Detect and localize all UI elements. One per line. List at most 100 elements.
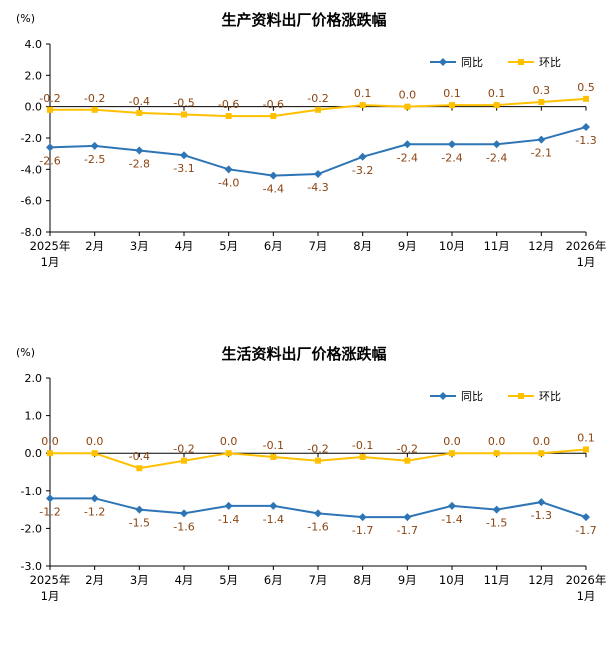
y-axis-tick-labels: 4.0 2.0 0.0 -2.0 -4.0 -6.0 -8.0 bbox=[21, 38, 42, 239]
svg-text:0.1: 0.1 bbox=[443, 87, 461, 100]
svg-text:-4.0: -4.0 bbox=[218, 176, 239, 189]
svg-text:2025年: 2025年 bbox=[30, 239, 71, 253]
huanbi-marker bbox=[225, 113, 232, 120]
svg-text:0.5: 0.5 bbox=[577, 81, 595, 94]
tongbi-marker bbox=[46, 494, 54, 503]
svg-text:-0.1: -0.1 bbox=[263, 439, 284, 452]
huanbi-marker bbox=[359, 102, 366, 109]
huanbi-marker bbox=[136, 465, 143, 472]
x-axis-tick-labels: 2025年 1月 2月 3月 4月 5月 6月 7月 8月 9月 10月 11月 12月 2026年 1月 bbox=[30, 573, 607, 603]
svg-text:-1.7: -1.7 bbox=[575, 524, 596, 537]
tongbi-marker bbox=[314, 509, 322, 518]
svg-text:8月: 8月 bbox=[353, 239, 372, 253]
svg-text:-0.2: -0.2 bbox=[397, 443, 418, 456]
svg-text:6月: 6月 bbox=[264, 573, 283, 587]
svg-text:2025年: 2025年 bbox=[30, 573, 71, 587]
tongbi-marker bbox=[135, 146, 144, 155]
tongbi-marker bbox=[582, 123, 590, 132]
svg-text:2026年: 2026年 bbox=[566, 573, 607, 587]
svg-text:-1.4: -1.4 bbox=[218, 513, 239, 526]
svg-text:-0.6: -0.6 bbox=[218, 98, 239, 111]
tongbi-marker bbox=[224, 165, 233, 174]
svg-text:环比: 环比 bbox=[539, 390, 561, 403]
huanbi-marker bbox=[136, 109, 143, 116]
svg-text:-1.4: -1.4 bbox=[263, 513, 284, 526]
svg-text:-2.4: -2.4 bbox=[486, 151, 507, 164]
legend: 同比 环比 bbox=[430, 390, 561, 403]
huanbi-marker bbox=[359, 453, 366, 460]
svg-text:9月: 9月 bbox=[398, 573, 417, 587]
svg-text:-3.1: -3.1 bbox=[173, 162, 194, 175]
svg-text:0.0: 0.0 bbox=[86, 435, 104, 448]
tongbi-marker bbox=[90, 141, 99, 150]
svg-text:0.0: 0.0 bbox=[41, 435, 59, 448]
series-huanbi: 0.0 0.0 -0.4 -0.2 0.0 -0.1 -0.2 -0.1 -0.2 0.0 0.0 0… bbox=[41, 431, 595, 472]
y-axis-unit-label: (%) bbox=[16, 346, 36, 359]
chart-title-consumer: 生活资料出厂价格涨跌幅 bbox=[221, 345, 387, 363]
huanbi-marker bbox=[181, 111, 187, 118]
svg-text:同比: 同比 bbox=[461, 390, 483, 403]
svg-text:0.0: 0.0 bbox=[220, 435, 238, 448]
svg-text:9月: 9月 bbox=[398, 239, 417, 253]
svg-text:-0.2: -0.2 bbox=[307, 443, 328, 456]
huanbi-marker bbox=[583, 446, 589, 453]
tongbi-legend-marker bbox=[439, 58, 447, 66]
huanbi-legend-marker bbox=[518, 59, 524, 65]
axes bbox=[46, 43, 587, 236]
x-axis-tick-labels: 2025年 1月 2月 3月 4月 5月 6月 7月 8月 9月 10月 11月 12月 2026年 1月 bbox=[30, 239, 607, 269]
svg-text:-1.2: -1.2 bbox=[39, 505, 60, 518]
tongbi-marker bbox=[314, 170, 322, 179]
svg-text:-2.6: -2.6 bbox=[39, 154, 60, 167]
tongbi-marker bbox=[269, 501, 278, 510]
svg-text:0.0: 0.0 bbox=[488, 435, 506, 448]
svg-text:2.0: 2.0 bbox=[25, 372, 43, 385]
svg-text:8月: 8月 bbox=[353, 573, 372, 587]
svg-text:-1.2: -1.2 bbox=[84, 505, 105, 518]
huanbi-marker bbox=[449, 450, 455, 457]
y-axis-unit-label: (%) bbox=[16, 12, 36, 25]
axes bbox=[46, 377, 587, 570]
svg-text:-4.3: -4.3 bbox=[307, 181, 328, 194]
huanbi-marker bbox=[315, 457, 321, 464]
legend-item-tongbi: 同比 bbox=[430, 390, 483, 403]
svg-text:-0.2: -0.2 bbox=[84, 92, 105, 105]
svg-text:-1.6: -1.6 bbox=[173, 520, 194, 533]
svg-text:12月: 12月 bbox=[528, 573, 554, 587]
svg-text:-0.2: -0.2 bbox=[39, 92, 60, 105]
svg-text:2.0: 2.0 bbox=[25, 69, 43, 82]
huanbi-marker bbox=[270, 453, 277, 460]
tongbi-marker bbox=[448, 501, 456, 510]
series-huanbi-data-labels: -0.2 -0.2 -0.4 -0.5 -0.6 -0.6 -0.2 0.1 0.0 0.1 0.1… bbox=[39, 81, 594, 111]
svg-text:-0.2: -0.2 bbox=[173, 443, 194, 456]
svg-text:-1.0: -1.0 bbox=[21, 485, 42, 498]
tongbi-marker bbox=[358, 513, 367, 522]
svg-text:-0.4: -0.4 bbox=[129, 450, 150, 463]
svg-text:-2.1: -2.1 bbox=[531, 147, 552, 160]
svg-text:-4.4: -4.4 bbox=[263, 183, 284, 196]
svg-text:12月: 12月 bbox=[528, 239, 554, 253]
tongbi-marker bbox=[46, 143, 54, 152]
huanbi-marker bbox=[181, 457, 187, 464]
svg-text:1月: 1月 bbox=[577, 589, 596, 603]
svg-text:-2.8: -2.8 bbox=[129, 158, 150, 171]
huanbi-marker bbox=[47, 106, 53, 113]
tongbi-marker bbox=[403, 513, 412, 522]
svg-text:3月: 3月 bbox=[130, 239, 149, 253]
svg-text:4月: 4月 bbox=[175, 573, 194, 587]
svg-text:0.0: 0.0 bbox=[533, 435, 551, 448]
svg-text:0.0: 0.0 bbox=[443, 435, 461, 448]
tongbi-legend-marker bbox=[439, 392, 447, 400]
huanbi-marker bbox=[538, 98, 545, 105]
legend: 同比 环比 bbox=[430, 56, 561, 69]
svg-text:0.1: 0.1 bbox=[577, 431, 595, 444]
svg-text:-8.0: -8.0 bbox=[21, 226, 42, 239]
svg-text:-1.3: -1.3 bbox=[575, 134, 596, 147]
svg-text:6月: 6月 bbox=[264, 239, 283, 253]
series-tongbi-data-labels: -1.2 -1.2 -1.5 -1.6 -1.4 -1.4 -1.6 -1.7 -1.7 -1.4… bbox=[39, 505, 596, 537]
svg-text:1月: 1月 bbox=[41, 255, 60, 269]
tongbi-marker bbox=[492, 140, 501, 149]
svg-text:0.1: 0.1 bbox=[354, 87, 372, 100]
svg-text:-6.0: -6.0 bbox=[21, 195, 42, 208]
